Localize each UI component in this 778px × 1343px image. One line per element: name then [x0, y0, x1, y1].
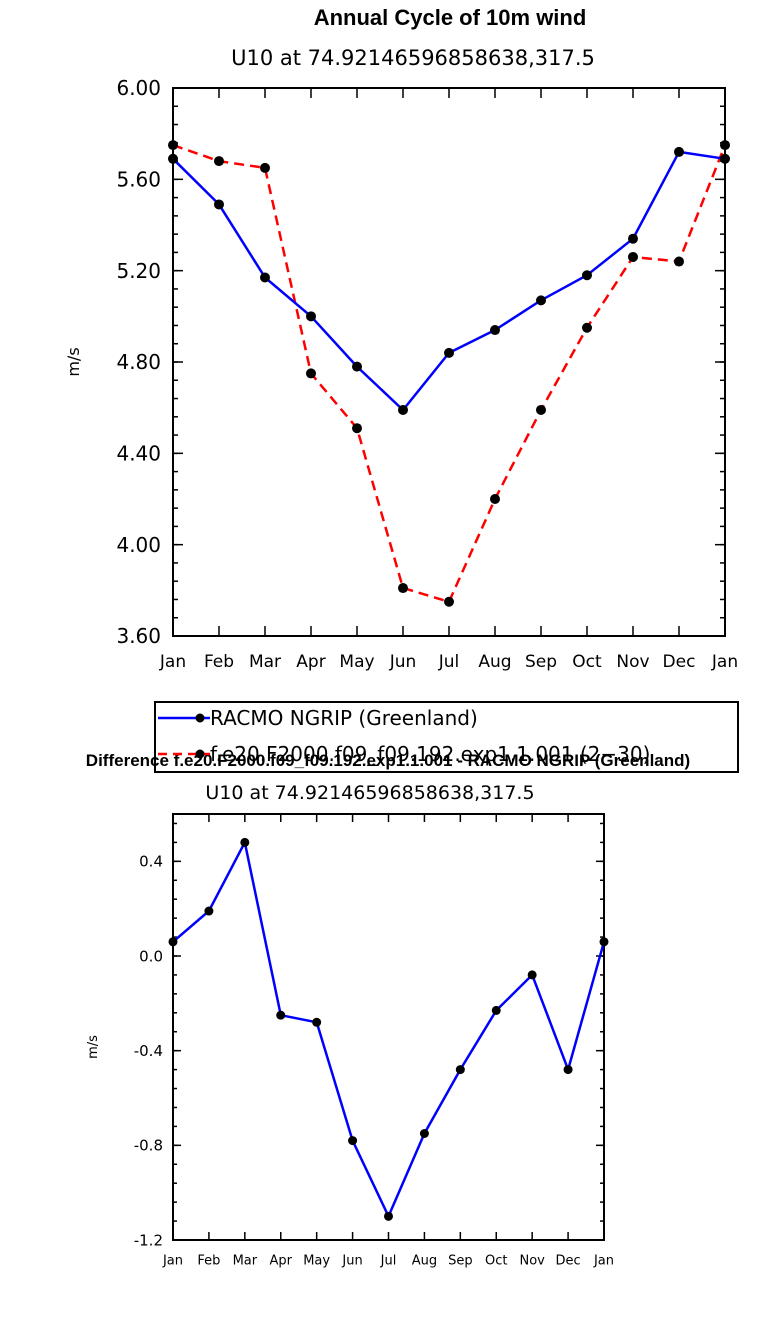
data-point [628, 251, 638, 262]
data-point [352, 423, 362, 434]
legend-label-series-1: RACMO NGRIP (Greenland) [210, 706, 478, 730]
x-tick-label: Mar [249, 652, 281, 672]
data-point [168, 937, 178, 947]
data-point [720, 140, 730, 151]
x-tick-label: Jan [162, 1254, 183, 1269]
data-point [260, 162, 270, 173]
x-tick-label: Aug [412, 1254, 437, 1269]
data-point [563, 1065, 573, 1075]
x-tick-label: Mar [233, 1254, 258, 1269]
data-point [674, 146, 684, 157]
x-tick-label: Aug [478, 652, 511, 672]
data-point [720, 153, 730, 164]
chart1-subtitle: U10 at 74.92146596858638,317.5 [231, 46, 595, 70]
x-tick-label: Nov [519, 1254, 545, 1269]
chart1-frame [172, 87, 726, 637]
data-point [306, 368, 316, 379]
x-tick-label: May [339, 652, 374, 672]
data-point [240, 837, 250, 847]
data-point [490, 325, 500, 336]
data-point [204, 906, 214, 916]
legend-marker-series-2 [195, 749, 205, 759]
x-tick-label: Apr [270, 1254, 293, 1269]
y-tick-label: 5.60 [116, 168, 161, 192]
y-tick-label: 0.4 [139, 853, 163, 871]
data-point [398, 583, 408, 594]
data-point [599, 937, 609, 947]
x-tick-label: Oct [572, 652, 602, 672]
data-point [536, 404, 546, 415]
data-point [444, 596, 454, 607]
data-point [352, 361, 362, 372]
y-tick-label: 4.80 [116, 350, 161, 374]
data-point [306, 311, 316, 322]
x-tick-label: Jul [380, 1254, 397, 1269]
x-tick-label: May [303, 1254, 330, 1269]
chart1-plot-area: Jan Feb Mar Apr May Jun Jul Aug Sep Oct Nov Dec Jan 3… [116, 76, 738, 672]
data-point [419, 1129, 429, 1138]
x-tick-label: Jul [438, 652, 460, 672]
x-tick-label: Jan [711, 652, 738, 672]
chart2-ylabel: m/s [86, 1035, 101, 1059]
x-tick-label: Apr [296, 652, 325, 672]
data-point [674, 256, 684, 267]
data-point [444, 347, 454, 358]
y-tick-label: 3.60 [116, 624, 161, 648]
x-tick-label: Dec [663, 652, 696, 672]
series-line-1 [172, 841, 606, 1218]
x-tick-label: Oct [485, 1254, 507, 1269]
y-tick-label: 4.40 [116, 442, 161, 466]
legend-marker-series-1 [195, 713, 205, 723]
x-tick-label: Nov [616, 652, 649, 672]
data-point [455, 1065, 465, 1075]
y-tick-label: 6.00 [116, 76, 161, 100]
chart1-ylabel: m/s [64, 347, 83, 376]
x-tick-label: Jan [159, 652, 186, 672]
data-point [384, 1211, 393, 1221]
data-point [582, 270, 592, 281]
data-point [536, 295, 546, 306]
chart1-title: Annual Cycle of 10m wind [314, 5, 587, 30]
data-point [168, 153, 178, 164]
data-point [490, 494, 500, 504]
x-tick-label: Jan [593, 1254, 614, 1269]
y-tick-label: -0.8 [134, 1137, 163, 1155]
legend-label-series-2: f.e20.F2000.f09_f09.192.exp1.1.001 (2−30… [210, 742, 650, 766]
x-tick-label: Dec [556, 1254, 581, 1269]
chart2-title: Difference f.e20.F2000.f09_f09.192.exp1.… [86, 751, 690, 770]
data-point [582, 322, 592, 333]
x-tick-label: Sep [525, 652, 557, 672]
y-tick-label: 4.00 [116, 533, 161, 557]
series-line-1 [172, 150, 726, 412]
data-point [168, 140, 178, 151]
data-point [398, 404, 408, 415]
data-point [260, 272, 270, 283]
x-tick-label: Sep [448, 1254, 473, 1269]
series-line-2 [172, 143, 727, 604]
y-tick-label: 5.20 [116, 259, 161, 283]
data-point [527, 970, 537, 980]
data-point [312, 1017, 322, 1027]
x-tick-label: Feb [197, 1254, 220, 1269]
chart2-subtitle: U10 at 74.92146596858638,317.5 [205, 782, 534, 804]
data-point [628, 233, 638, 244]
chart2-plot-area: Jan Feb Mar Apr May Jun Jul Aug Sep Oct Nov Dec Jan -… [134, 813, 614, 1269]
chart2-frame [172, 813, 605, 1241]
y-tick-label: 0.0 [139, 947, 163, 965]
y-tick-label: -1.2 [134, 1231, 163, 1249]
data-point [276, 1010, 286, 1020]
data-point [214, 156, 224, 167]
x-tick-label: Feb [204, 652, 234, 672]
chart1-legend: RACMO NGRIP (Greenland) f.e20.F2000.f09_… [154, 701, 739, 773]
x-tick-label: Jun [389, 652, 417, 672]
x-tick-label: Jun [341, 1254, 362, 1269]
data-point [348, 1136, 358, 1146]
data-point [491, 1005, 501, 1015]
data-point [214, 199, 224, 210]
y-tick-label: -0.4 [134, 1042, 163, 1060]
